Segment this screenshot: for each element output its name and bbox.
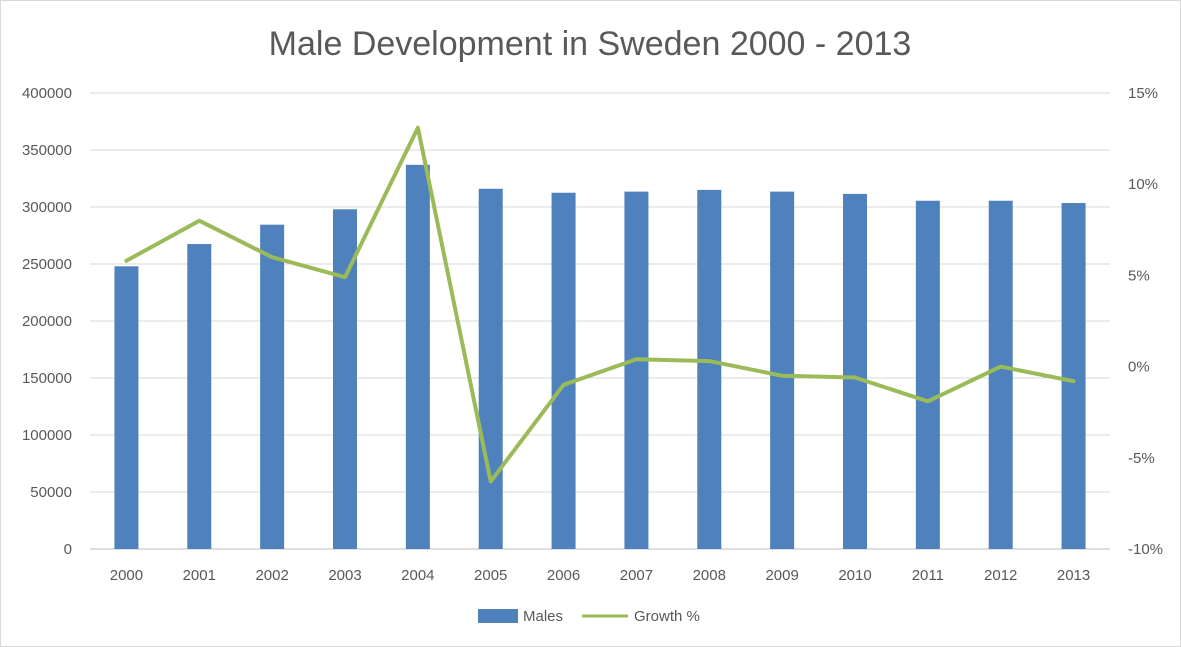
bar-males — [770, 191, 795, 550]
bar-males — [843, 193, 867, 549]
legend-label-growth: Growth % — [634, 608, 700, 625]
bar-males — [551, 192, 576, 549]
left-axis-tick-label: 350000 — [22, 142, 72, 159]
left-axis: 0 50000 100000 150000 200000 250000 300000 3500… — [22, 85, 72, 558]
bar-males — [114, 266, 139, 549]
x-axis-tick-label: 2003 — [328, 567, 361, 584]
x-axis-tick-label: 2013 — [1057, 567, 1090, 584]
x-axis-tick-label: 2005 — [474, 567, 507, 584]
legend: Males Growth % — [478, 608, 700, 625]
bar-males — [333, 209, 357, 549]
bar-males — [260, 224, 285, 550]
bar-males — [697, 189, 722, 549]
chart-title: Male Development in Sweden 2000 - 2013 — [269, 25, 912, 63]
gridlines — [90, 92, 1110, 550]
left-axis-tick-label: 300000 — [22, 199, 72, 216]
right-axis-tick-label: 5% — [1128, 267, 1150, 284]
x-axis-tick-label: 2009 — [765, 567, 798, 584]
left-axis-tick-label: 0 — [64, 541, 72, 558]
left-axis-tick-label: 50000 — [30, 484, 72, 501]
x-axis: 2000 2001 2002 2003 2004 2005 2006 2007 2008 2009… — [110, 567, 1091, 584]
right-axis: -10% -5% 0% 5% 10% 15% — [1128, 85, 1163, 558]
right-axis-tick-label: 10% — [1128, 176, 1158, 193]
legend-swatch-males — [478, 609, 518, 623]
x-axis-tick-label: 2012 — [984, 567, 1017, 584]
bar-males — [915, 200, 940, 550]
left-axis-tick-label: 150000 — [22, 370, 72, 387]
x-axis-tick-label: 2006 — [547, 567, 580, 584]
bar-males — [478, 188, 503, 549]
right-axis-tick-label: -5% — [1128, 450, 1155, 467]
left-axis-tick-label: 100000 — [22, 427, 72, 444]
bar-males — [405, 164, 430, 549]
bar-males — [1061, 203, 1086, 549]
x-axis-tick-label: 2008 — [693, 567, 726, 584]
growth-line — [124, 125, 1076, 484]
line-series-growth — [124, 125, 1076, 484]
bar-males — [187, 244, 212, 550]
right-axis-tick-label: -10% — [1128, 541, 1163, 558]
bar-males — [624, 191, 649, 550]
x-axis-tick-label: 2007 — [620, 567, 653, 584]
x-axis-tick-label: 2001 — [183, 567, 216, 584]
left-axis-tick-label: 250000 — [22, 256, 72, 273]
x-axis-tick-label: 2004 — [401, 567, 434, 584]
legend-label-males: Males — [523, 608, 563, 625]
x-axis-tick-label: 2000 — [110, 567, 143, 584]
x-axis-tick-label: 2011 — [912, 567, 944, 584]
bar-series-males — [114, 164, 1086, 550]
left-axis-tick-label: 400000 — [22, 85, 72, 102]
right-axis-tick-label: 0% — [1128, 359, 1150, 376]
right-axis-tick-label: 15% — [1128, 85, 1158, 102]
left-axis-tick-label: 200000 — [22, 313, 72, 330]
x-axis-tick-label: 2002 — [255, 567, 288, 584]
x-axis-tick-label: 2010 — [838, 567, 871, 584]
bar-males — [988, 200, 1013, 550]
